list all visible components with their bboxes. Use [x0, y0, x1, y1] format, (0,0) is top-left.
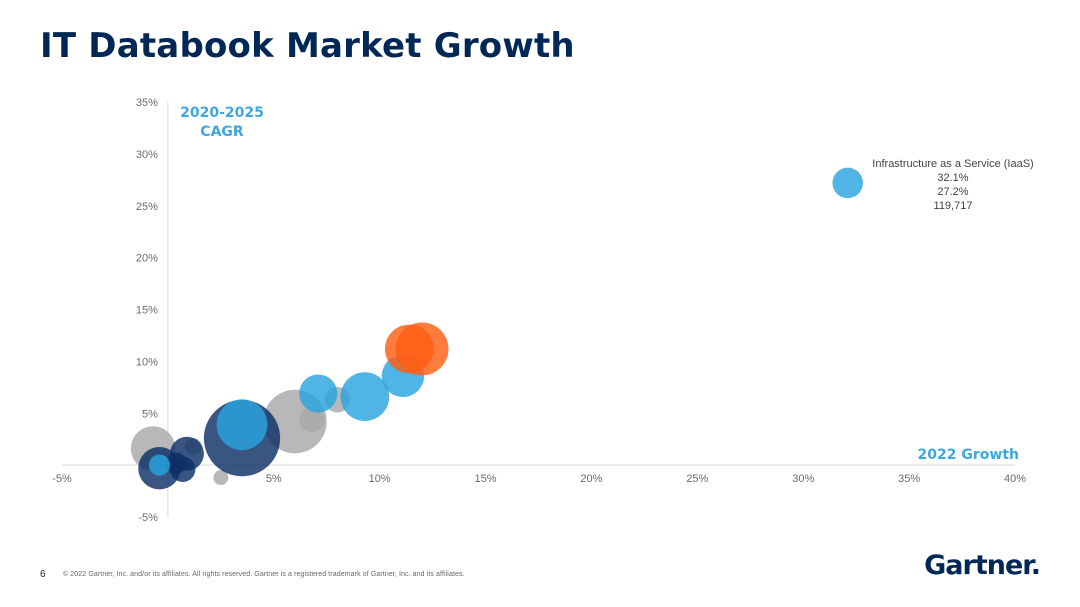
y-tick-label: 20%: [136, 253, 158, 265]
copyright-notice: © 2022 Gartner, Inc. and/or its affiliat…: [63, 571, 465, 578]
x-tick-label: -5%: [52, 473, 72, 485]
annotations: Infrastructure as a Service (IaaS) 32.1% 2…: [872, 158, 1033, 212]
y-axis-title-line-1: 2020-2025: [180, 105, 264, 121]
gartner-logo: Gartner.: [924, 550, 1041, 581]
y-tick-label: 30%: [136, 149, 158, 161]
x-tick-label: 15%: [475, 473, 497, 485]
y-tick-label: -5%: [138, 512, 158, 524]
bubbles: [130, 167, 863, 490]
x-axis-title: 2022 Growth: [918, 447, 1019, 463]
x-tick-label: 10%: [369, 473, 391, 485]
bubble-light-blue: [299, 374, 338, 413]
bubble-light-blue: [340, 372, 390, 422]
annotation-line: 119,717: [934, 200, 973, 212]
x-tick-label: 20%: [580, 473, 602, 485]
bubble-light-blue: [148, 454, 171, 476]
annotation-line: Infrastructure as a Service (IaaS): [872, 158, 1033, 170]
axis-ticks: -5% 5% 10% 15% 20% 25% 30% 35% 40% -5% 5% 10% 15% 20%…: [52, 97, 1026, 524]
x-tick-label: 5%: [266, 473, 282, 485]
x-tick-label: 35%: [898, 473, 920, 485]
y-tick-label: 5%: [142, 408, 158, 420]
footer: 6 © 2022 Gartner, Inc. and/or its affili…: [0, 550, 1080, 586]
x-tick-label: 40%: [1004, 473, 1026, 485]
page-number: 6: [40, 569, 46, 580]
bubble-light-blue: [832, 167, 863, 199]
bubble-gray: [299, 406, 325, 433]
x-tick-label: 30%: [792, 473, 814, 485]
page-title: IT Databook Market Growth: [40, 26, 575, 66]
y-tick-label: 15%: [136, 305, 158, 317]
annotation-line: 32.1%: [937, 172, 968, 184]
x-tick-label: 25%: [686, 473, 708, 485]
y-tick-label: 35%: [136, 97, 158, 109]
y-tick-label: 25%: [136, 201, 158, 213]
bubble-light-blue: [216, 399, 268, 451]
bubble-orange: [395, 322, 449, 376]
bubble-gray: [213, 470, 229, 485]
y-tick-label: 10%: [136, 356, 158, 368]
annotation-line: 27.2%: [937, 186, 968, 198]
y-axis-title-line-2: CAGR: [200, 124, 244, 140]
bubble-navy: [165, 452, 187, 474]
